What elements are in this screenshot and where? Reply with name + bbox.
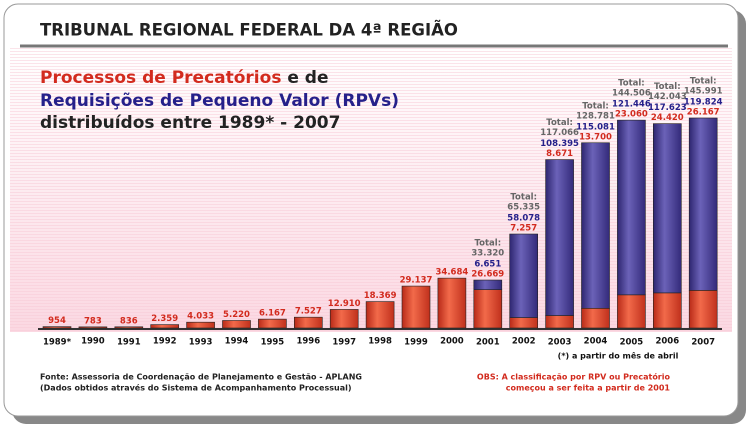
- bar-segment: [617, 119, 646, 296]
- bar-segment: [222, 320, 251, 329]
- x-tick-label: 1997: [332, 338, 356, 348]
- value-label: 12.910: [328, 299, 361, 309]
- plot-texture: [10, 48, 732, 332]
- x-tick-label: 1996: [296, 337, 320, 347]
- value-label: 8.671: [546, 149, 573, 159]
- x-tick-label: 2000: [440, 337, 464, 347]
- value-label: 117.623: [648, 103, 687, 113]
- bar-segment: [401, 285, 431, 329]
- value-label: 13.700: [579, 132, 612, 142]
- x-tick-label: 2004: [584, 337, 608, 347]
- value-label: 26.669: [471, 270, 504, 280]
- footnote: (*) a partir do mês de abril: [558, 351, 679, 361]
- value-label: 783: [84, 316, 102, 326]
- bar-segment: [42, 326, 72, 329]
- value-label: 119.824: [684, 98, 723, 108]
- x-tick-label: 2006: [655, 337, 679, 347]
- total-value: 128.781: [576, 111, 615, 121]
- value-label: 58.078: [507, 214, 540, 224]
- title-part: distribuídos entre 1989* - 2007: [40, 113, 340, 133]
- title-part: Requisições de Pequeno Valor (RPVs): [40, 91, 399, 111]
- title-line: Processos de Precatórios e de: [40, 68, 329, 88]
- bar-segment: [78, 326, 108, 329]
- bar-segment: [150, 324, 179, 329]
- header: TRIBUNAL REGIONAL FEDERAL DA 4ª REGIÃO: [40, 21, 458, 40]
- bar-segment: [581, 307, 610, 329]
- total-value: 145.991: [684, 87, 723, 97]
- bar-segment: [293, 316, 323, 329]
- x-tick-label: 1993: [189, 338, 213, 348]
- value-label: 4.033: [187, 312, 214, 322]
- value-label: 115.081: [576, 122, 615, 132]
- bar-segment: [652, 123, 682, 294]
- x-tick-label: 2005: [620, 338, 644, 348]
- value-label: 6.167: [259, 309, 286, 319]
- value-label: 121.446: [612, 100, 651, 110]
- value-label: 24.420: [651, 113, 684, 123]
- value-label: 2.359: [151, 314, 178, 324]
- title-part: e de: [287, 68, 328, 88]
- bar-segment: [545, 315, 574, 329]
- total-value: 33.320: [471, 249, 504, 259]
- total-caption: Total:: [546, 118, 573, 128]
- total-caption: Total:: [654, 82, 681, 92]
- x-tick-label: 1994: [225, 337, 249, 347]
- obs: começou a ser feita a partir de 2001: [506, 384, 671, 393]
- x-tick-label: 1991: [117, 338, 141, 348]
- x-tick-label: 1995: [261, 338, 285, 348]
- bar-segment: [365, 301, 395, 329]
- value-label: 108.395: [540, 139, 579, 149]
- bar-segment: [652, 292, 682, 329]
- bar-segment: [545, 159, 574, 316]
- x-tick-label: 1992: [153, 337, 177, 347]
- x-tick-label: 1989*: [43, 338, 72, 348]
- value-label: 29.137: [400, 276, 433, 286]
- total-caption: Total:: [690, 77, 717, 87]
- value-label: 34.684: [435, 268, 468, 278]
- x-tick-label: 2003: [548, 338, 572, 348]
- x-tick-label: 2001: [476, 338, 500, 348]
- x-tick-label: 1998: [368, 337, 392, 347]
- total-caption: Total:: [618, 79, 645, 89]
- bar-segment: [473, 279, 503, 290]
- bar-segment: [509, 233, 539, 318]
- value-label: 5.220: [223, 310, 250, 320]
- total-caption: Total:: [582, 101, 609, 111]
- source: (Dados obtidos através do Sistema de Aco…: [40, 383, 352, 393]
- bar-segment: [329, 309, 359, 329]
- bar-segment: [617, 294, 646, 329]
- value-label: 954: [48, 316, 66, 326]
- total-value: 144.506: [612, 89, 651, 99]
- x-tick-label: 1990: [81, 337, 105, 347]
- total-caption: Total:: [474, 239, 501, 249]
- total-value: 142.043: [648, 92, 687, 102]
- total-value: 117.066: [540, 128, 579, 138]
- value-label: 7.257: [510, 224, 537, 234]
- bar-segment: [581, 142, 610, 309]
- value-label: 6.651: [474, 260, 501, 270]
- obs: OBS: A classificação por RPV ou Precatór…: [477, 372, 671, 382]
- value-label: 836: [120, 316, 138, 326]
- bar-segment: [186, 321, 215, 329]
- bar-segment: [114, 326, 144, 329]
- x-tick-label: 2002: [512, 337, 536, 347]
- bar-segment: [688, 290, 718, 329]
- total-value: 65.335: [507, 203, 540, 213]
- bar-segment: [688, 117, 718, 291]
- title-part: Processos de Precatórios: [40, 68, 281, 88]
- source: Fonte: Assessoria de Coordenação de Plan…: [40, 373, 362, 382]
- value-label: 23.060: [615, 110, 648, 120]
- value-label: 18.369: [364, 291, 397, 301]
- bar-segment: [437, 277, 467, 329]
- total-caption: Total:: [510, 193, 537, 203]
- bar-segment: [473, 289, 503, 329]
- x-tick-label: 2007: [691, 338, 715, 348]
- value-label: 26.167: [687, 108, 720, 118]
- bar-segment: [258, 318, 287, 329]
- bar-segment: [509, 317, 539, 329]
- x-tick-label: 1999: [404, 338, 428, 348]
- value-label: 7.527: [295, 307, 322, 317]
